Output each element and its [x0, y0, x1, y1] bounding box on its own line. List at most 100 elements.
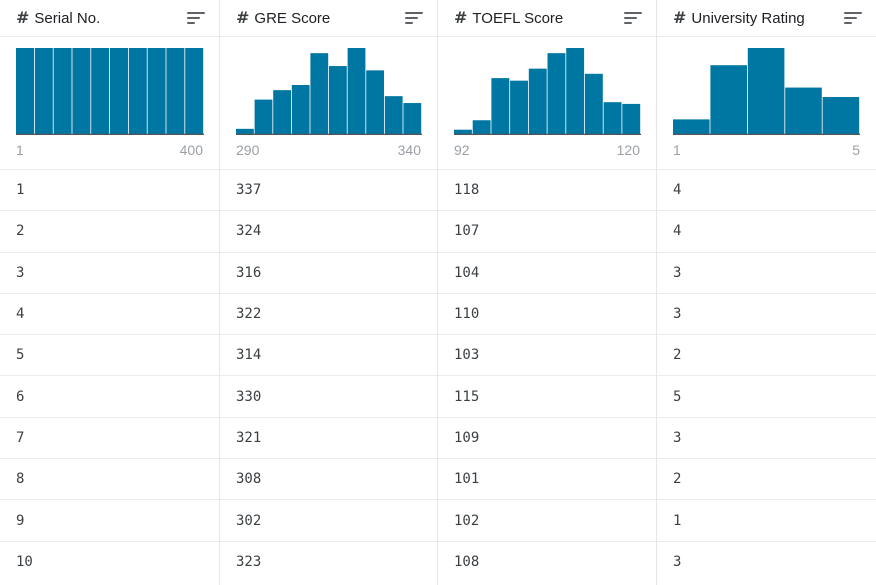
- sort-icon-line: [405, 22, 413, 24]
- table-cell[interactable]: 321: [220, 418, 437, 460]
- table-cell[interactable]: 330: [220, 376, 437, 418]
- table-cell[interactable]: 4: [657, 170, 876, 212]
- range-max: 120: [616, 142, 640, 158]
- table-cell[interactable]: 10: [16, 554, 33, 571]
- table-cell[interactable]: 2: [657, 335, 876, 377]
- histogram-bar[interactable]: [366, 70, 384, 134]
- table-cell[interactable]: 324: [220, 211, 437, 253]
- sort-icon[interactable]: [187, 11, 205, 25]
- histogram-bar[interactable]: [785, 87, 822, 134]
- histogram-bar[interactable]: [166, 48, 185, 134]
- histogram-bar[interactable]: [185, 48, 204, 134]
- histogram-bar[interactable]: [329, 66, 347, 134]
- histogram-bar[interactable]: [128, 48, 147, 134]
- table-cell[interactable]: 118: [438, 170, 656, 212]
- histogram-bar[interactable]: [291, 84, 310, 134]
- histogram-bar[interactable]: [566, 48, 585, 134]
- sort-icon[interactable]: [844, 11, 862, 25]
- table-cell[interactable]: 108: [454, 554, 480, 571]
- range-min: 1: [673, 142, 681, 158]
- histogram-bar[interactable]: [547, 53, 566, 134]
- column-title: GRE Score: [254, 9, 331, 27]
- table-cell[interactable]: 5: [0, 335, 219, 377]
- histogram-bar[interactable]: [53, 48, 72, 134]
- histogram-bar[interactable]: [622, 103, 641, 134]
- table-cell[interactable]: 101: [438, 459, 656, 501]
- histogram-bar[interactable]: [673, 119, 710, 134]
- histogram-bar[interactable]: [91, 48, 110, 134]
- sort-icon-line: [844, 22, 852, 24]
- table-cell[interactable]: 3: [0, 253, 219, 294]
- histogram-bar[interactable]: [822, 97, 860, 134]
- histogram-bar[interactable]: [147, 48, 166, 134]
- histogram-bar[interactable]: [310, 53, 329, 134]
- histogram-bar[interactable]: [454, 129, 472, 134]
- table-cell[interactable]: 3: [657, 294, 876, 336]
- table-cell[interactable]: 337: [220, 170, 437, 212]
- table-cell[interactable]: 302: [220, 500, 437, 542]
- histogram-bar[interactable]: [72, 48, 91, 134]
- table-cell[interactable]: 3: [673, 554, 682, 571]
- column-header[interactable]: # University Rating: [657, 0, 876, 37]
- histogram-bar[interactable]: [472, 120, 491, 134]
- range-max: 340: [397, 142, 421, 158]
- table-cell[interactable]: 7: [0, 418, 219, 460]
- column-header[interactable]: # GRE Score: [220, 0, 437, 37]
- column-header[interactable]: # TOEFL Score: [438, 0, 656, 37]
- table-cell[interactable]: 6: [0, 376, 219, 418]
- table-cell[interactable]: 109: [438, 418, 656, 460]
- histogram-bar[interactable]: [16, 48, 34, 134]
- table-cell[interactable]: 5: [657, 376, 876, 418]
- table-cell[interactable]: 103: [438, 335, 656, 377]
- histogram-bar[interactable]: [584, 73, 603, 134]
- table-cell[interactable]: 1: [0, 170, 219, 212]
- histogram-bar[interactable]: [254, 99, 273, 134]
- table-cell[interactable]: 3: [657, 253, 876, 294]
- histogram-bar[interactable]: [710, 65, 747, 134]
- table-cell[interactable]: 8: [0, 459, 219, 501]
- histogram-bar[interactable]: [34, 48, 53, 134]
- histogram-bar[interactable]: [110, 48, 128, 134]
- table-cell[interactable]: 3: [657, 418, 876, 460]
- histogram-range: 1 400: [16, 142, 203, 158]
- histogram-chart: [16, 48, 204, 135]
- numeric-type-icon: #: [16, 8, 30, 27]
- table-cell[interactable]: 4: [657, 211, 876, 253]
- histogram-bar[interactable]: [528, 68, 547, 134]
- sort-icon[interactable]: [405, 11, 423, 25]
- column-header-label-group: # TOEFL Score: [454, 10, 563, 27]
- table-cell[interactable]: 1: [657, 500, 876, 542]
- histogram-bar[interactable]: [236, 128, 254, 134]
- table-cell[interactable]: 314: [220, 335, 437, 377]
- table-cell[interactable]: 4: [0, 294, 219, 336]
- table-cell[interactable]: 322: [220, 294, 437, 336]
- table-cell[interactable]: 107: [438, 211, 656, 253]
- table-cell[interactable]: 2: [657, 459, 876, 501]
- table-cell[interactable]: 2: [0, 211, 219, 253]
- histogram-bar[interactable]: [491, 78, 510, 134]
- table-cell[interactable]: 115: [438, 376, 656, 418]
- histogram-bar[interactable]: [603, 102, 622, 134]
- histogram-chart: [454, 48, 641, 135]
- histogram-bar[interactable]: [384, 96, 403, 134]
- sort-icon-line: [405, 12, 423, 14]
- histogram-bar[interactable]: [747, 48, 785, 134]
- table-cell[interactable]: 110: [438, 294, 656, 336]
- table-cell[interactable]: 9: [0, 500, 219, 542]
- table-cell[interactable]: 323: [236, 554, 262, 571]
- histogram-bar[interactable]: [347, 48, 366, 134]
- column-header[interactable]: # Serial No.: [0, 0, 219, 37]
- column-university-rating: # University Rating 1 5 4 4 3 3 2 5 3 2 1 3: [657, 0, 876, 585]
- numeric-type-icon: #: [236, 8, 250, 27]
- sort-icon[interactable]: [624, 11, 642, 25]
- table-cell[interactable]: 102: [438, 500, 656, 542]
- table-cell[interactable]: 316: [220, 253, 437, 294]
- histogram-bar[interactable]: [273, 90, 291, 134]
- table-cell[interactable]: 104: [438, 253, 656, 294]
- histogram-bar[interactable]: [510, 80, 528, 134]
- table-cell[interactable]: 308: [220, 459, 437, 501]
- histogram-bar[interactable]: [403, 103, 422, 134]
